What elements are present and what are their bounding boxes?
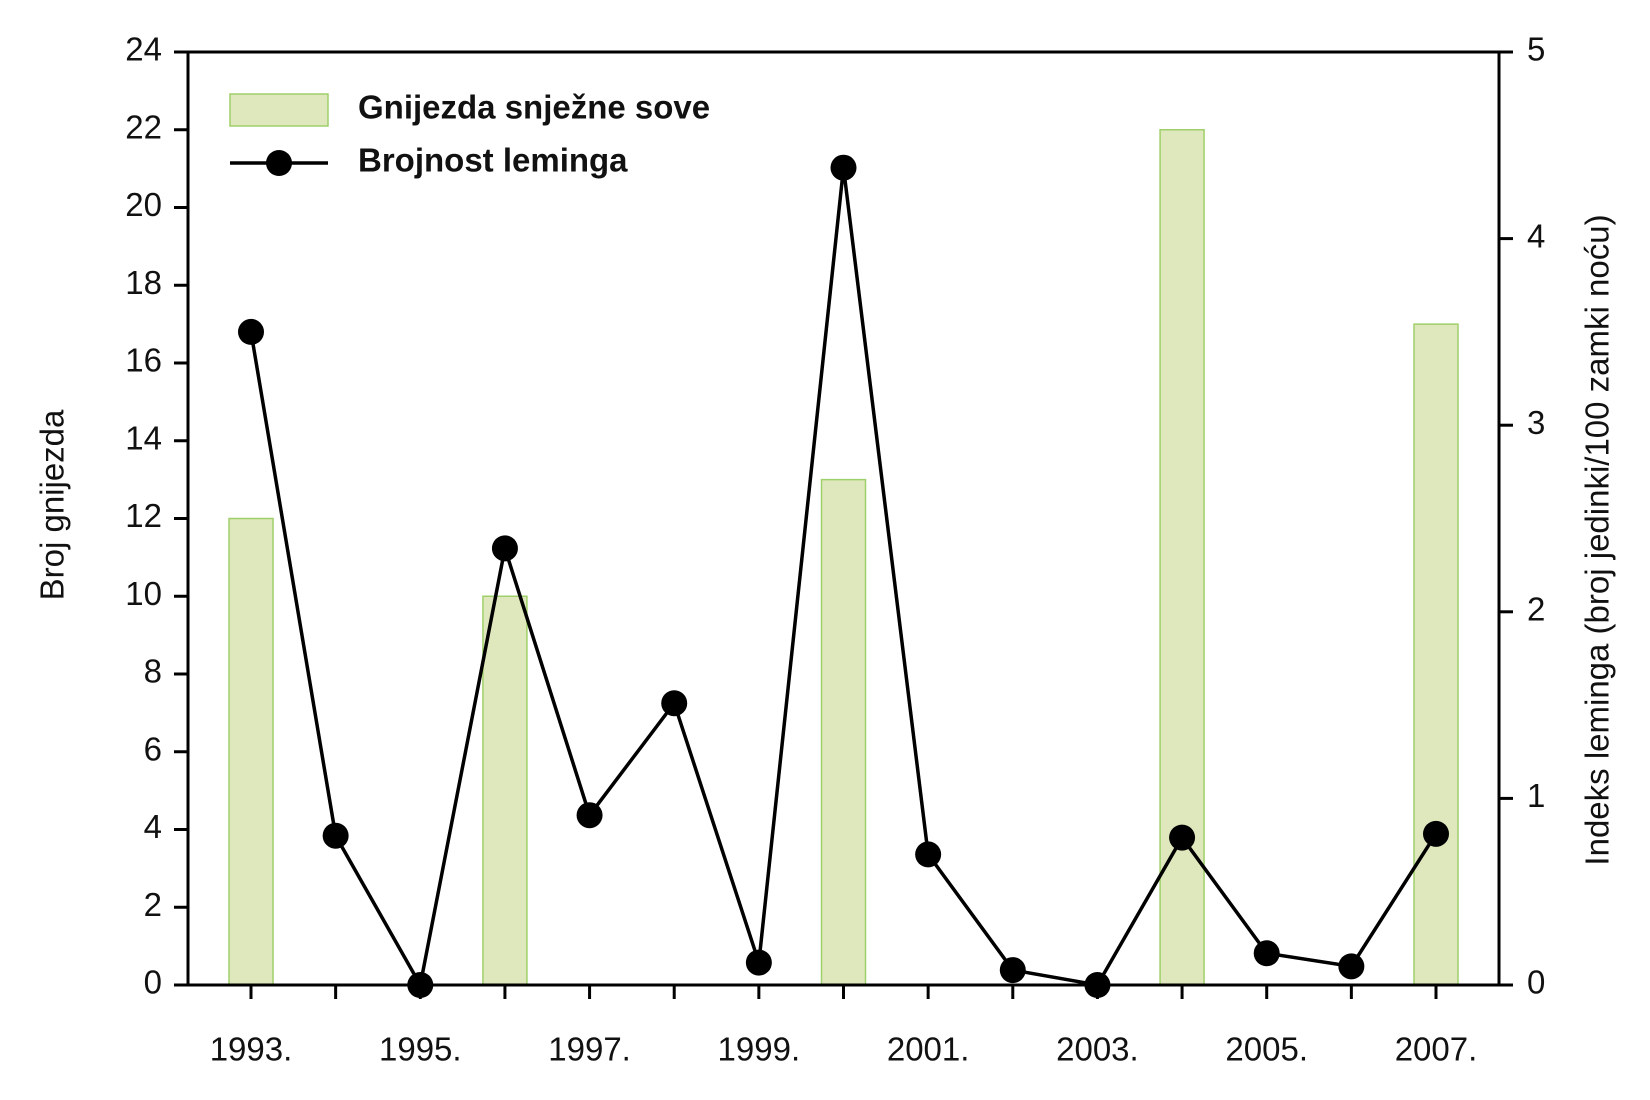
marker [491, 535, 518, 562]
y-tick-label: 16 [125, 342, 162, 379]
x-tick-label: 1997. [548, 1031, 631, 1068]
y2-tick-label: 0 [1527, 964, 1545, 1001]
y-tick-label: 10 [125, 575, 162, 612]
y2-tick-label: 3 [1527, 404, 1545, 441]
y-tick-label: 4 [144, 808, 162, 845]
legend-swatch [229, 93, 329, 127]
y-tick-label: 22 [125, 108, 162, 145]
x-tick-label: 2001. [887, 1031, 970, 1068]
legend-marker [266, 150, 292, 176]
x-tick-label: 2007. [1395, 1031, 1478, 1068]
x-tick-label: 1999. [718, 1031, 801, 1068]
marker [830, 154, 857, 181]
y2-tick-label: 1 [1527, 777, 1545, 814]
y2-axis-label: Indeks leminga (broj jedinki/100 zamki n… [1579, 214, 1616, 865]
x-tick-label: 2005. [1225, 1031, 1308, 1068]
bar [1413, 323, 1459, 986]
y-tick-label: 18 [125, 264, 162, 301]
y-tick-label: 12 [125, 497, 162, 534]
bar [228, 517, 274, 986]
y-tick-label: 20 [125, 186, 162, 223]
marker [322, 822, 349, 849]
marker [238, 318, 264, 345]
bar [820, 478, 867, 986]
x-tick-label: 1993. [210, 1031, 293, 1068]
marker [915, 841, 942, 868]
marker [661, 690, 688, 717]
y-tick-label: 8 [144, 653, 162, 690]
marker [576, 802, 603, 829]
y-tick-label: 0 [144, 964, 162, 1001]
legend-label: Brojnost leminga [358, 142, 628, 179]
marker [1253, 940, 1280, 967]
marker [999, 957, 1026, 984]
y-tick-label: 24 [125, 31, 162, 68]
marker [745, 949, 772, 976]
y-tick-label: 2 [144, 886, 162, 923]
plot-frame [186, 50, 1501, 987]
legend-label: Gnijezda snježne sove [358, 89, 710, 126]
y2-tick-label: 5 [1527, 31, 1545, 68]
y2-tick-label: 2 [1527, 591, 1545, 628]
y-tick-label: 14 [125, 419, 162, 456]
y-tick-label: 6 [144, 730, 162, 767]
marker [1423, 820, 1449, 847]
y-axis-label: Broj gnijezda [34, 409, 71, 600]
y2-tick-label: 4 [1527, 217, 1545, 254]
x-tick-label: 1995. [379, 1031, 462, 1068]
marker [1169, 824, 1196, 851]
bar [482, 595, 528, 986]
marker [1338, 953, 1365, 980]
x-tick-label: 2003. [1056, 1031, 1139, 1068]
